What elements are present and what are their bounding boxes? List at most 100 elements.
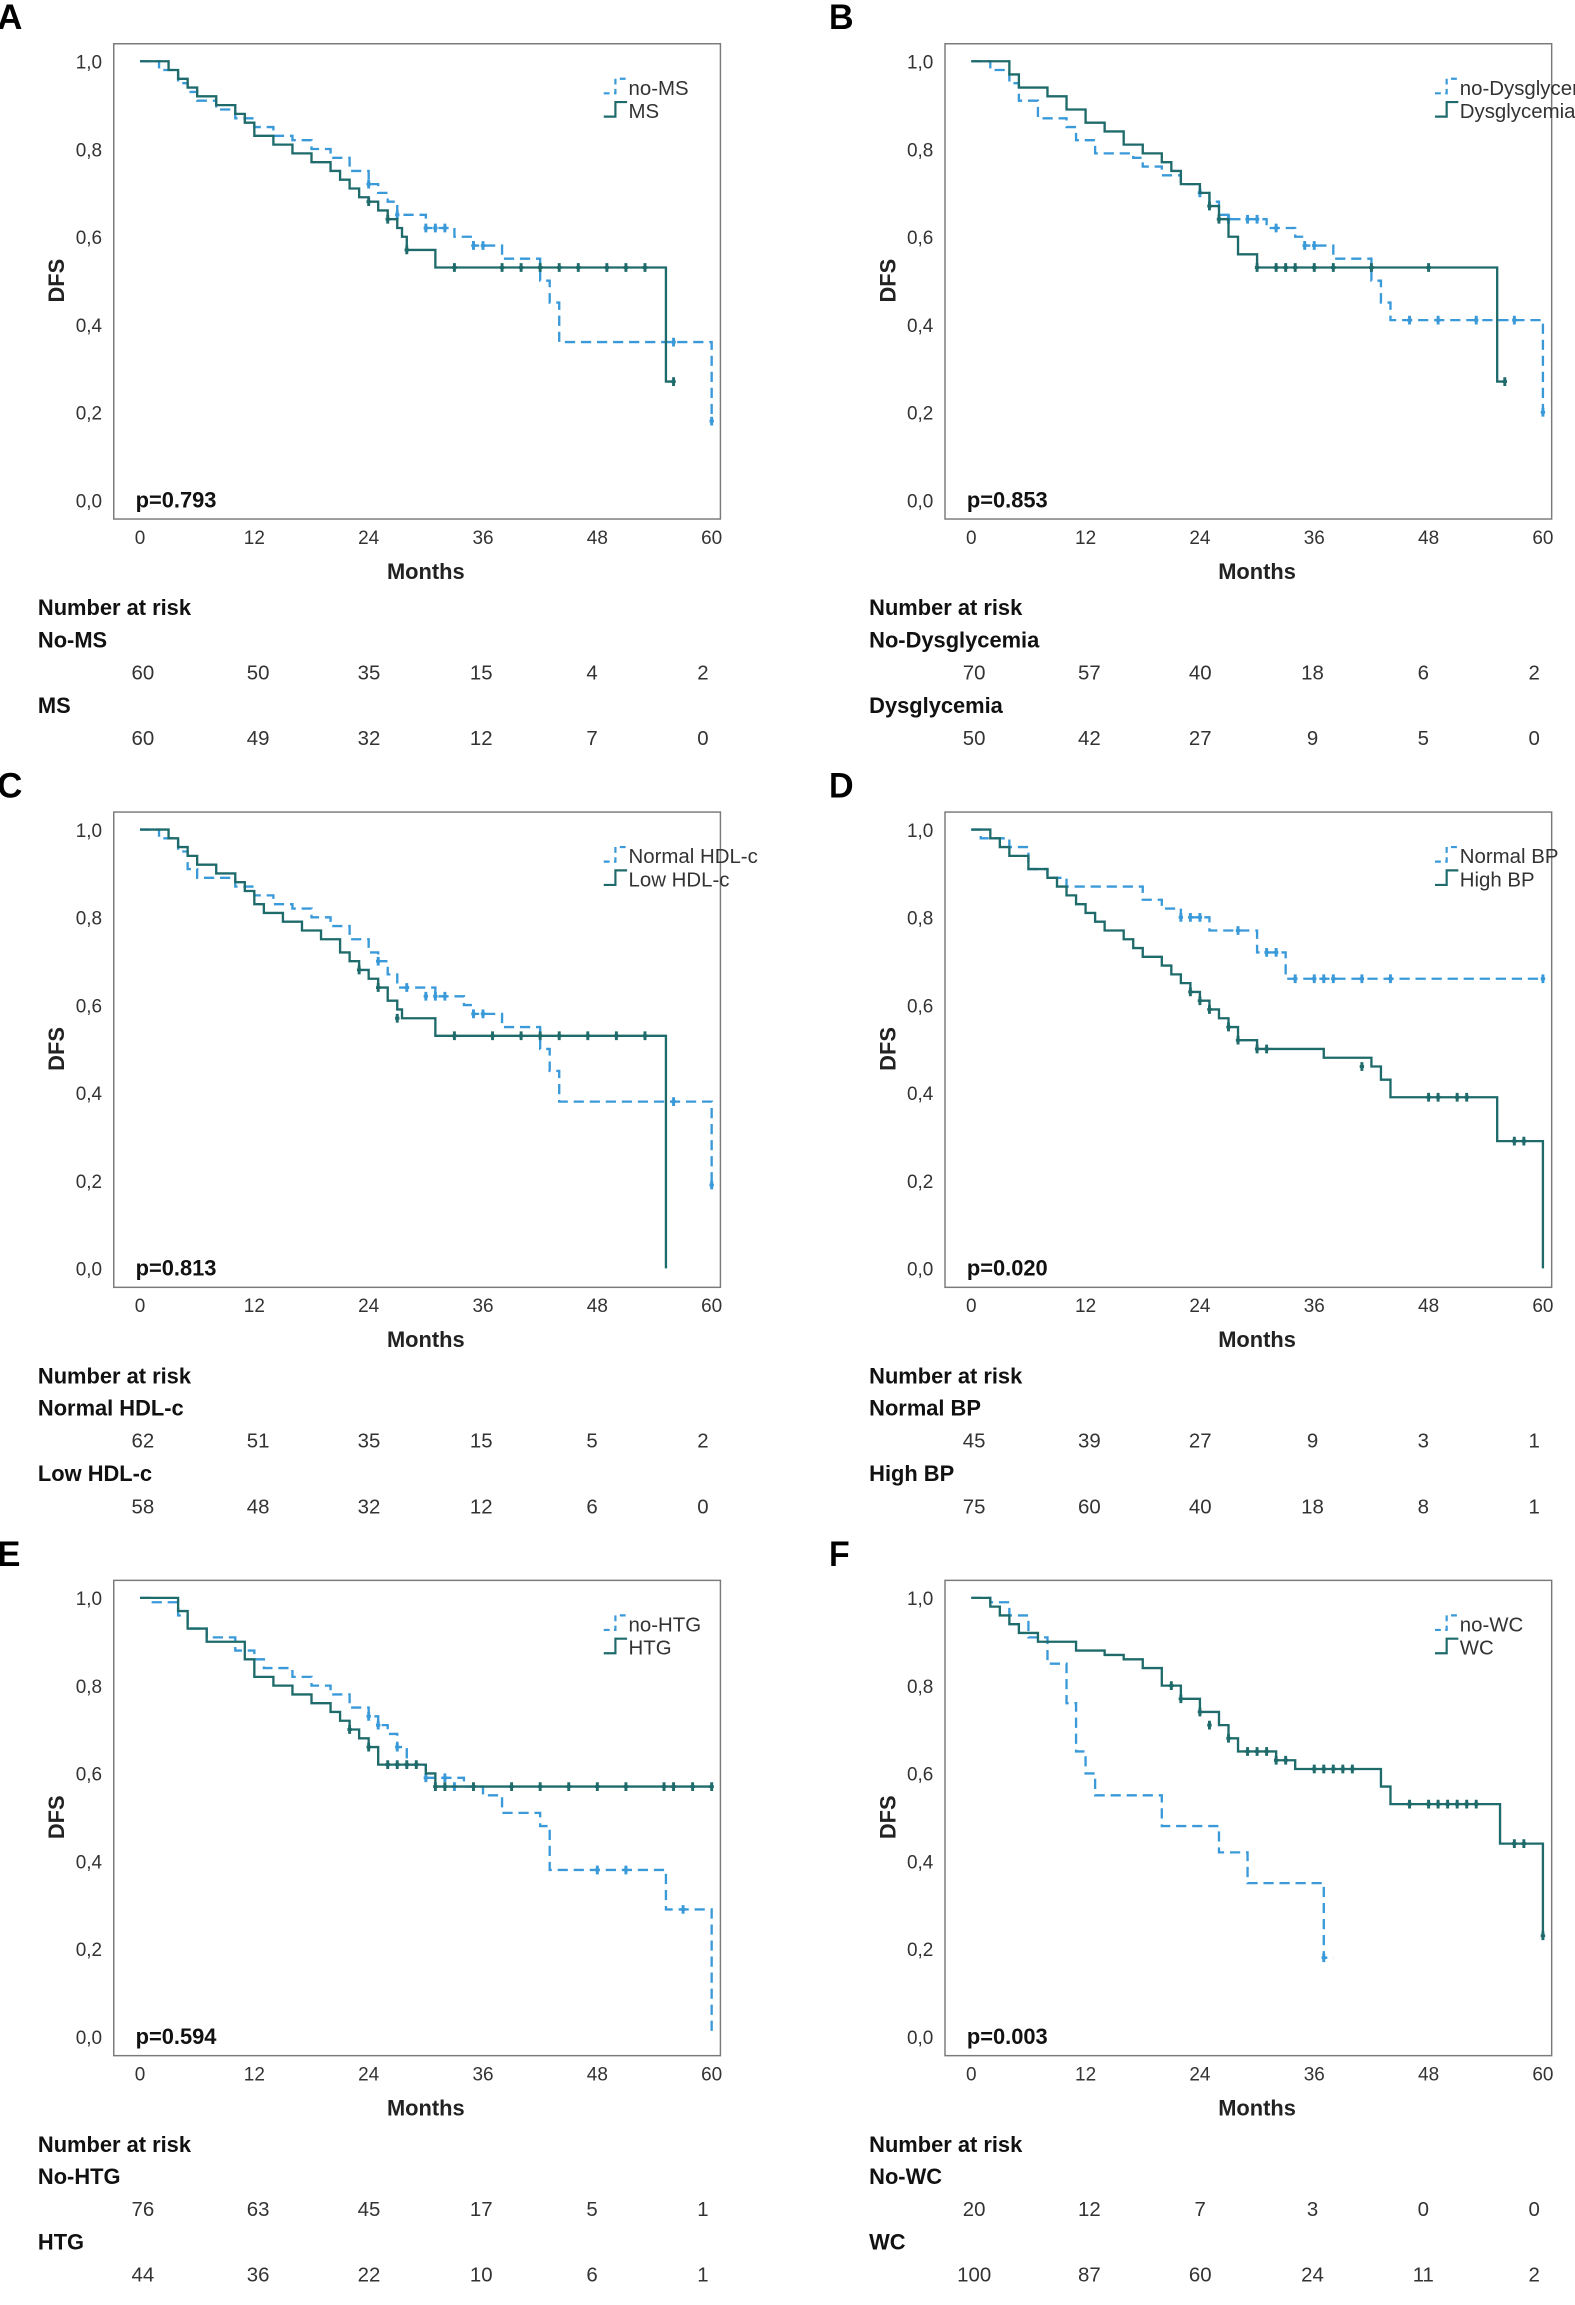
legend-label: HTG [629,1638,672,1660]
km-curve-htg [140,1596,712,1788]
x-tick-label: 48 [587,528,608,549]
legend-swatch [1435,100,1459,118]
risk-count: 100 [957,2265,991,2287]
x-tick-label: 24 [1189,1296,1210,1317]
x-tick-label: 0 [966,1296,977,1317]
risk-count: 24 [1301,2265,1324,2287]
x-tick-label: 60 [1532,2064,1553,2085]
risk-count: 2 [697,1431,708,1453]
censor-mark [442,991,448,1001]
censor-mark [1445,1799,1450,1809]
y-tick-label: 0,6 [907,996,933,1017]
risk-count: 48 [247,1496,270,1518]
legend-label: Normal BP [1460,846,1559,868]
risk-count: 27 [1189,728,1212,750]
censor-mark [1521,1839,1527,1848]
risk-count: 2 [1528,662,1539,684]
censor-mark [1293,974,1298,984]
risk-table-title: Number at risk [38,2132,192,2157]
risk-count: 49 [247,728,270,750]
censor-mark [1169,1681,1174,1691]
censor-mark [1207,201,1212,211]
censor-mark [1254,1747,1260,1756]
plot-frame [113,811,722,1289]
plot-frame [944,43,1553,520]
km-plot-a: A0,00,20,40,60,81,001224364860MonthsDFSp… [0,0,722,750]
censor-mark [585,1031,590,1041]
censor-mark [1197,912,1203,922]
y-tick-label: 0,4 [907,1084,933,1105]
y-tick-label: 0,0 [76,2028,102,2049]
risk-count: 2 [1528,2265,1539,2287]
censor-mark [595,1782,600,1791]
risk-group-label: Normal HDL-c [38,1396,184,1421]
risk-count: 17 [470,2199,493,2221]
censor-mark [366,179,371,189]
censor-mark [1207,1005,1212,1014]
p-value: p=0.793 [136,487,217,512]
censor-mark [385,214,390,224]
censor-mark [1407,1799,1412,1809]
censor-mark [1188,987,1193,997]
risk-table-title: Number at risk [869,2132,1023,2157]
censor-mark [1474,315,1479,325]
censor-mark [1264,948,1269,957]
censor-mark [356,965,362,975]
risk-count: 36 [247,2265,270,2287]
x-axis-label: Months [1218,2095,1296,2120]
censor-mark [1426,1799,1431,1809]
censor-mark [1512,1136,1517,1146]
risk-group-label: HTG [38,2230,84,2255]
risk-count: 3 [1307,2199,1318,2221]
risk-count: 1 [697,2199,708,2221]
censor-mark [1188,912,1193,922]
censor-mark [1426,263,1431,272]
censor-mark [1197,996,1203,1006]
km-curve-high-bp [971,828,1545,1269]
censor-mark [1254,214,1260,224]
legend-swatch [1435,845,1459,863]
censor-mark [1273,948,1279,957]
censor-mark [537,263,543,272]
censor-mark [1283,1755,1288,1765]
censor-mark [1283,263,1288,272]
y-tick-label: 0,2 [76,1940,102,1961]
x-tick-label: 60 [1532,1296,1553,1317]
y-axis-label: DFS [44,1027,69,1071]
risk-count: 27 [1189,1431,1212,1453]
risk-count: 8 [1418,1496,1429,1518]
censor-mark [376,983,381,992]
legend-swatch [603,1614,628,1632]
risk-count: 40 [1189,1496,1212,1518]
risk-count: 2 [697,662,708,684]
x-tick-label: 0 [966,2064,977,2085]
x-tick-label: 36 [1304,1296,1325,1317]
censor-mark [395,1742,400,1752]
x-tick-label: 36 [472,528,493,549]
risk-count: 45 [963,1431,986,1453]
censor-mark [471,241,476,250]
x-tick-label: 0 [135,1296,146,1317]
censor-mark [376,1720,381,1730]
censor-mark [366,1711,371,1721]
km-curve-no-wc [971,1596,1334,1959]
x-tick-label: 24 [358,2064,379,2085]
risk-count: 6 [586,2265,597,2287]
km-panel-a: A0,00,20,40,60,81,001224364860MonthsDFSp… [0,0,831,768]
y-tick-label: 0,2 [76,404,102,425]
censor-mark [1312,1764,1317,1774]
censor-mark [566,1782,571,1791]
censor-mark [452,1031,457,1041]
risk-count: 12 [1078,2199,1101,2221]
censor-mark [1454,1799,1460,1809]
censor-mark [680,1905,686,1914]
censor-mark [671,337,676,347]
censor-mark [1226,1022,1231,1032]
risk-count: 4 [586,662,597,684]
censor-mark [709,416,714,426]
y-tick-label: 0,2 [907,404,933,425]
censor-mark [1273,263,1279,272]
risk-count: 6 [586,1496,597,1518]
panel-letter: B [831,0,853,37]
risk-table-title: Number at risk [38,1364,192,1389]
